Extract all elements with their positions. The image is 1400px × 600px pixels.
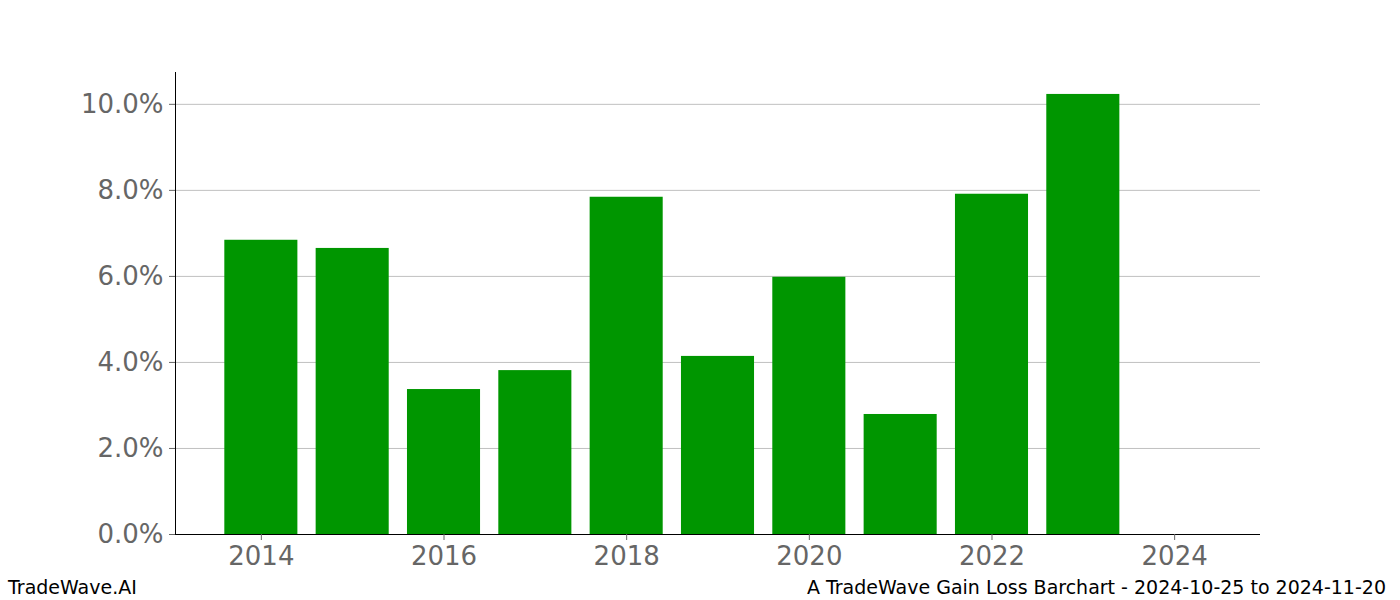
svg-text:2014: 2014 <box>228 541 294 571</box>
html-text:A TradeWave Gain Loss Barchart: A TradeWave Gain Loss Barchart - 2024-10… <box>806 576 1386 598</box>
svg-text:2024: 2024 <box>1142 541 1208 571</box>
svg-text:2018: 2018 <box>594 541 660 571</box>
svg-text:10.0%: 10.0% <box>81 89 164 119</box>
svg-text:2016: 2016 <box>411 541 477 571</box>
svg-text:2.0%: 2.0% <box>97 433 163 463</box>
svg-text:0.0%: 0.0% <box>97 519 163 549</box>
svg-text:6.0%: 6.0% <box>97 261 163 291</box>
svg-text:2022: 2022 <box>959 541 1025 571</box>
svg-text:8.0%: 8.0% <box>97 175 163 205</box>
svg-text:4.0%: 4.0% <box>97 347 163 377</box>
svg-text:2020: 2020 <box>776 541 842 571</box>
html-text:TradeWave.AI: TradeWave.AI <box>8 576 137 598</box>
